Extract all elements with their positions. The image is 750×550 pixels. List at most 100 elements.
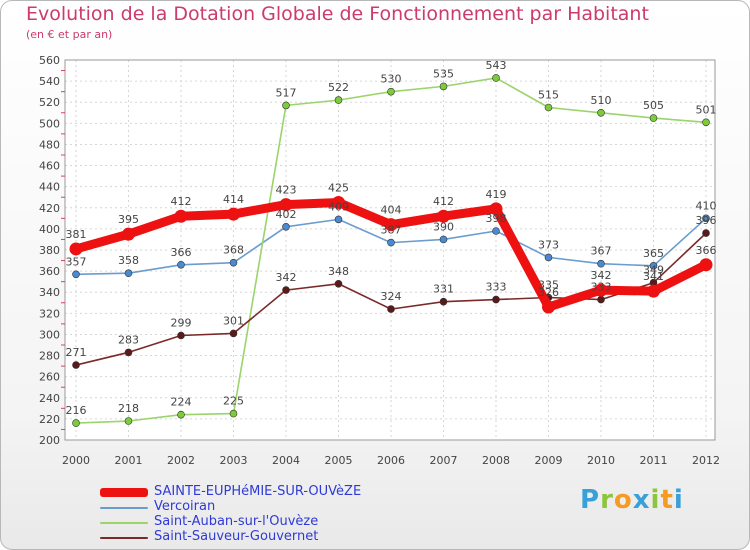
data-label-saint-sauveur: 299 — [171, 317, 192, 330]
data-point-sainte-euphemie — [332, 196, 345, 209]
y-tick-label: 520 — [39, 96, 60, 109]
y-tick-label: 500 — [39, 117, 60, 130]
data-label-sainte-euphemie: 404 — [381, 204, 402, 217]
data-point-vercoiran — [282, 222, 290, 231]
data-label-saint-sauveur: 342 — [276, 271, 297, 284]
data-label-vercoiran: 365 — [643, 247, 664, 260]
chart-subtitle: (en € et par an) — [26, 28, 113, 41]
y-tick-label: 560 — [39, 54, 60, 67]
legend-swatch-vercoiran — [100, 507, 148, 509]
data-point-saint-auban — [334, 96, 343, 104]
x-tick-label: 2009 — [535, 454, 563, 467]
data-label-saint-auban: 535 — [433, 67, 454, 80]
x-tick-label: 2005 — [325, 454, 353, 467]
y-tick-label: 300 — [39, 328, 60, 341]
data-label-vercoiran: 398 — [486, 212, 507, 225]
y-tick-label: 380 — [39, 244, 60, 257]
legend-label-vercoiran: Vercoiran — [154, 499, 216, 514]
data-label-saint-auban: 522 — [328, 81, 349, 94]
data-label-sainte-euphemie: 341 — [643, 270, 664, 283]
data-label-saint-auban: 530 — [381, 73, 402, 86]
data-label-saint-sauveur: 331 — [433, 283, 454, 296]
y-tick-label: 440 — [39, 181, 60, 194]
data-point-saint-sauveur — [387, 305, 395, 313]
chart-title: Evolution de la Dotation Globale de Fonc… — [26, 3, 649, 25]
y-tick-label: 540 — [39, 75, 60, 88]
data-label-saint-auban: 225 — [223, 395, 244, 408]
data-label-saint-sauveur: 283 — [118, 333, 139, 346]
data-point-saint-sauveur — [702, 229, 710, 237]
data-point-sainte-euphemie — [384, 218, 398, 232]
data-label-vercoiran: 367 — [591, 245, 612, 258]
y-tick-label: 420 — [39, 202, 60, 215]
data-label-saint-auban: 224 — [171, 396, 192, 409]
data-point-sainte-euphemie — [489, 202, 503, 216]
data-label-saint-auban: 216 — [66, 404, 87, 417]
data-label-saint-sauveur: 396 — [696, 214, 717, 227]
y-tick-label: 480 — [39, 138, 60, 151]
data-label-sainte-euphemie: 414 — [223, 193, 244, 206]
data-label-sainte-euphemie: 412 — [171, 195, 192, 208]
y-tick-label: 280 — [39, 350, 60, 363]
data-point-saint-auban — [544, 103, 553, 112]
data-point-sainte-euphemie — [699, 258, 713, 272]
data-point-vercoiran — [124, 269, 133, 278]
data-point-sainte-euphemie — [174, 209, 188, 223]
data-point-sainte-euphemie — [69, 242, 83, 256]
data-point-saint-auban — [702, 118, 710, 127]
data-label-vercoiran: 368 — [223, 244, 244, 257]
data-point-vercoiran — [387, 238, 395, 247]
y-tick-label: 220 — [39, 413, 60, 426]
data-label-saint-sauveur: 333 — [486, 281, 507, 294]
data-point-sainte-euphemie — [122, 227, 135, 241]
legend-label-sainte-euphemie: SAINTE-EUPHéMIE-SUR-OUVèZE — [154, 484, 362, 499]
data-label-saint-auban: 515 — [538, 89, 559, 102]
data-label-saint-sauveur: 348 — [328, 265, 349, 278]
data-point-vercoiran — [544, 253, 553, 262]
data-label-vercoiran: 366 — [171, 246, 192, 259]
data-point-saint-auban — [387, 87, 395, 96]
data-point-saint-sauveur — [124, 348, 133, 357]
data-point-vercoiran — [334, 215, 343, 224]
data-point-vercoiran — [492, 227, 500, 235]
data-point-vercoiran — [597, 259, 605, 268]
data-label-vercoiran: 410 — [696, 199, 717, 212]
data-label-sainte-euphemie: 425 — [328, 182, 349, 195]
data-label-sainte-euphemie: 423 — [276, 184, 297, 197]
data-point-sainte-euphemie — [542, 300, 555, 314]
y-tick-label: 360 — [39, 265, 60, 278]
y-tick-label: 340 — [39, 286, 60, 299]
data-label-sainte-euphemie: 342 — [591, 269, 612, 282]
y-tick-label: 240 — [39, 392, 60, 405]
y-tick-label: 400 — [39, 223, 60, 236]
axes: 200 220 240 260 280 300 320 340 360 380 400 420 440 4… — [39, 54, 720, 467]
data-point-vercoiran — [229, 258, 238, 267]
data-label-saint-auban: 517 — [276, 86, 297, 99]
plot-border — [64, 59, 716, 441]
data-point-saint-auban — [649, 114, 658, 122]
legend-label-saint-auban: Saint-Auban-sur-l'Ouvèze — [154, 514, 319, 529]
data-point-sainte-euphemie — [647, 284, 660, 298]
data-label-saint-auban: 543 — [486, 59, 507, 72]
data-point-saint-sauveur — [229, 329, 238, 338]
data-label-saint-sauveur: 335 — [538, 279, 559, 292]
x-tick-label: 2001 — [115, 454, 143, 467]
data-label-saint-sauveur: 349 — [643, 264, 664, 277]
data-label-saint-auban: 510 — [591, 94, 612, 107]
y-tick-label: 320 — [39, 307, 60, 320]
data-point-vercoiran — [702, 214, 710, 223]
data-point-saint-sauveur — [72, 361, 80, 369]
series-layer — [69, 74, 713, 427]
data-label-vercoiran: 387 — [381, 224, 402, 237]
data-point-saint-sauveur — [492, 295, 500, 304]
data-point-saint-auban — [229, 409, 238, 418]
data-point-sainte-euphemie — [437, 209, 450, 223]
data-point-saint-auban — [492, 74, 500, 82]
y-tick-label: 460 — [39, 160, 60, 173]
data-label-saint-sauveur: 271 — [66, 346, 87, 359]
x-tick-label: 2003 — [220, 454, 248, 467]
data-point-vercoiran — [649, 262, 658, 270]
data-label-vercoiran: 390 — [433, 220, 454, 233]
data-point-saint-auban — [597, 108, 605, 117]
data-point-saint-auban — [72, 419, 80, 427]
